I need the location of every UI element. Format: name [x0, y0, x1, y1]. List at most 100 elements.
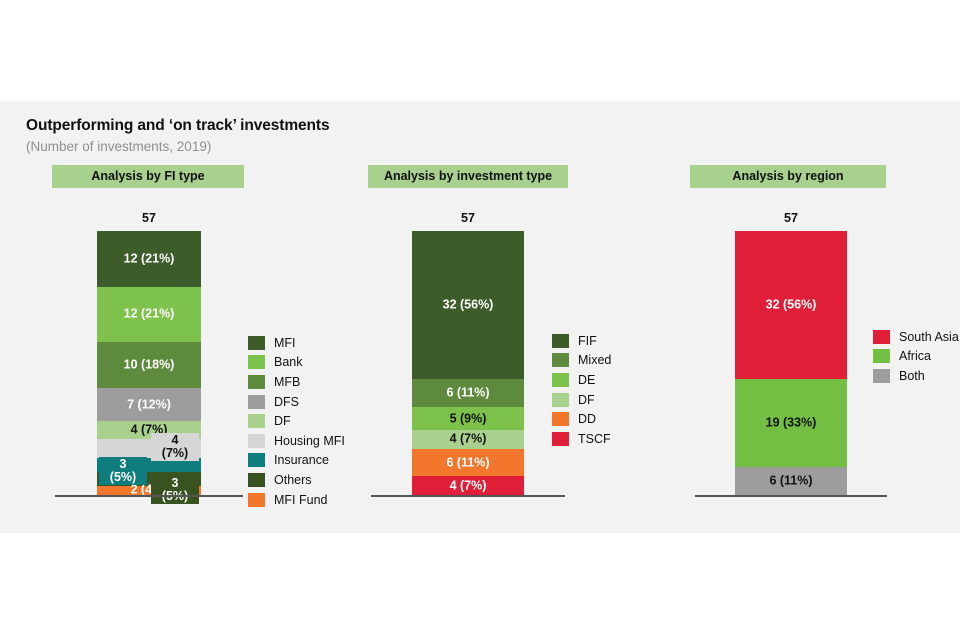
legend-item[interactable]: DF: [552, 390, 611, 410]
page-subtitle: (Number of investments, 2019): [26, 139, 212, 154]
legend-swatch-icon: [248, 433, 265, 448]
legend-item[interactable]: MFB: [248, 372, 345, 392]
bar-segment-region-africa[interactable]: 19 (33%): [735, 379, 847, 468]
legend-swatch-icon: [873, 329, 890, 344]
segment-value-label: 4 (7%): [449, 477, 487, 492]
legend-item-label: Bank: [274, 355, 303, 370]
section-header-region: Analysis by region: [690, 165, 886, 188]
legend-swatch-icon: [552, 372, 569, 387]
segment-value-label: 6 (11%): [446, 454, 490, 469]
legend-item-label: South Asia: [899, 329, 959, 344]
legend-item[interactable]: Both: [873, 366, 959, 386]
legend-swatch-icon: [248, 374, 265, 389]
legend-item[interactable]: MFI Fund: [248, 490, 345, 510]
segment-value-label: 12 (21%): [123, 306, 175, 321]
legend-swatch-icon: [552, 431, 569, 446]
legend-item[interactable]: TSCF: [552, 429, 611, 449]
legend-item[interactable]: Africa: [873, 347, 959, 367]
bar-segment-investment-type-tscf[interactable]: 4 (7%): [412, 476, 524, 495]
legend-item-label: Insurance: [274, 453, 329, 468]
legend-item[interactable]: Others: [248, 470, 345, 490]
legend-item[interactable]: Mixed: [552, 351, 611, 371]
legend-item-label: Others: [274, 472, 312, 487]
legend-item-label: Housing MFI: [274, 433, 345, 448]
bar-total-label-fi-type: 57: [142, 211, 156, 225]
legend-swatch-icon: [248, 355, 265, 370]
legend-item-label: Africa: [899, 349, 931, 364]
baseline-axis-investment-type: [371, 495, 565, 497]
segment-value-label: 32 (56%): [442, 297, 494, 312]
bar-segment-investment-type-mixed[interactable]: 6 (11%): [412, 379, 524, 407]
bar-segment-region-both[interactable]: 6 (11%): [735, 467, 847, 495]
bar-segment-fi-type-mfb[interactable]: 10 (18%): [97, 342, 201, 389]
segment-value-label: 10 (18%): [123, 357, 175, 372]
stacked-bar-region: 32 (56%) 19 (33%) 6 (11%): [735, 231, 847, 495]
legend-item[interactable]: DFS: [248, 392, 345, 412]
segment-value-label: 12 (21%): [123, 251, 175, 266]
bar-total-label-region: 57: [784, 211, 798, 225]
legend-item-label: DD: [578, 412, 597, 427]
legend-swatch-icon: [248, 394, 265, 409]
legend-swatch-icon: [248, 335, 265, 350]
section-header-fi-type: Analysis by FI type: [52, 165, 244, 188]
heading-block: Outperforming and ‘on track’ investments…: [26, 117, 330, 154]
legend-investment-type: FIF Mixed DE DF DD TSCF: [552, 331, 611, 449]
legend-swatch-icon: [873, 368, 890, 383]
legend-item-label: MFI: [274, 335, 296, 350]
stacked-bar-investment-type: 32 (56%) 6 (11%) 5 (9%) 4 (7%) 6 (11%) 4 (7%): [412, 231, 524, 495]
bar-total-label-investment-type: 57: [461, 211, 475, 225]
legend-item-label: DFS: [274, 394, 299, 409]
legend-item-label: MFB: [274, 374, 301, 389]
legend-swatch-icon: [248, 414, 265, 429]
bar-segment-investment-type-de[interactable]: 5 (9%): [412, 406, 524, 431]
segment-callout-label-housing-mfi: 4 (7%): [151, 432, 199, 462]
segment-value-label: 4 (7%): [449, 431, 487, 446]
segment-value-label: 6 (11%): [446, 385, 490, 400]
legend-swatch-icon: [873, 349, 890, 364]
legend-item-label: TSCF: [578, 431, 611, 446]
bar-segment-investment-type-fif[interactable]: 32 (56%): [412, 231, 524, 380]
legend-item-label: Both: [899, 368, 925, 383]
chart-column-region: Analysis by region 57 32 (56%) 19 (33%) 6 (1…: [660, 101, 960, 533]
legend-item-label: DF: [274, 414, 291, 429]
legend-item[interactable]: Insurance: [248, 451, 345, 471]
baseline-axis-region: [695, 495, 887, 497]
segment-value-label: 5 (9%): [449, 410, 487, 425]
bar-segment-fi-type-dfs[interactable]: 7 (12%): [97, 388, 201, 421]
legend-item[interactable]: FIF: [552, 331, 611, 351]
bar-segment-fi-type-bank[interactable]: 12 (21%): [97, 286, 201, 343]
legend-swatch-icon: [248, 472, 265, 487]
legend-item-label: MFI Fund: [274, 492, 328, 507]
bar-segment-region-south-asia[interactable]: 32 (56%): [735, 231, 847, 380]
legend-item-label: DF: [578, 392, 595, 407]
segment-value-label: 6 (11%): [769, 473, 813, 488]
legend-swatch-icon: [248, 453, 265, 468]
legend-swatch-icon: [552, 333, 569, 348]
legend-swatch-icon: [552, 412, 569, 427]
legend-swatch-icon: [552, 392, 569, 407]
legend-item[interactable]: DD: [552, 409, 611, 429]
bar-segment-investment-type-df[interactable]: 4 (7%): [412, 430, 524, 449]
legend-item[interactable]: Housing MFI: [248, 431, 345, 451]
segment-value-label: 7 (12%): [127, 396, 171, 411]
segment-value-label: 32 (56%): [765, 297, 817, 312]
bar-segment-fi-type-mfi[interactable]: 12 (21%): [97, 231, 201, 287]
segment-callout-label-others: 3(5%): [151, 475, 199, 505]
legend-swatch-icon: [248, 492, 265, 507]
legend-item-label: DE: [578, 372, 596, 387]
segment-callout-label-insurance: 3 (5%): [99, 456, 147, 486]
chart-column-fi-type: Analysis by FI type 57 12 (21%) 12 (21%) 10 …: [0, 101, 345, 533]
legend-item[interactable]: DE: [552, 370, 611, 390]
segment-value-label: 19 (33%): [765, 415, 817, 430]
bar-segment-investment-type-dd[interactable]: 6 (11%): [412, 448, 524, 477]
page-title: Outperforming and ‘on track’ investments: [26, 117, 330, 134]
legend-item[interactable]: MFI: [248, 333, 345, 353]
legend-item-label: Mixed: [578, 353, 612, 368]
legend-item[interactable]: Bank: [248, 353, 345, 373]
legend-item-label: FIF: [578, 333, 597, 348]
chart-column-investment-type: Analysis by investment type 57 32 (56%) 6 (…: [340, 101, 660, 533]
legend-item[interactable]: DF: [248, 411, 345, 431]
legend-item[interactable]: South Asia: [873, 327, 959, 347]
baseline-axis-fi-type: [55, 495, 243, 497]
legend-region: South Asia Africa Both: [873, 327, 959, 386]
